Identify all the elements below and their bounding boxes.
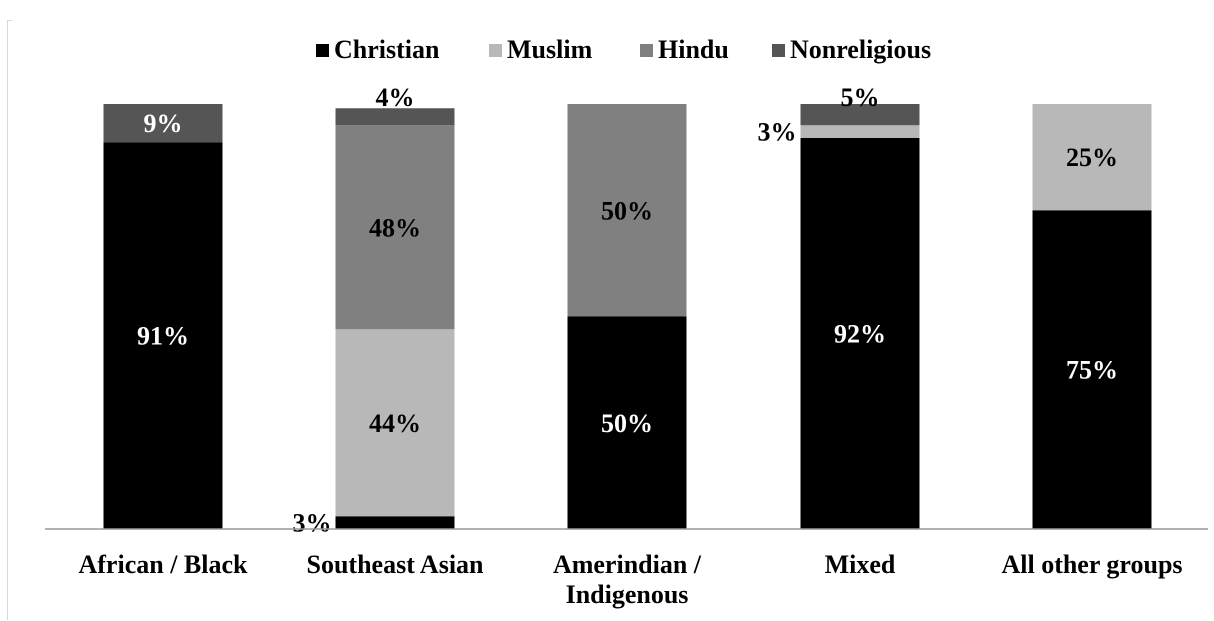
data-label: 4% xyxy=(376,83,415,112)
bar-segment-nonreligious xyxy=(103,104,223,143)
legend-swatch-muslim xyxy=(489,44,502,57)
data-label: 3% xyxy=(758,118,797,147)
bar-segment-christian xyxy=(800,138,920,529)
bar-segment-nonreligious xyxy=(800,104,920,126)
legend-label-nonreligious: Nonreligious xyxy=(790,35,931,64)
x-axis-labels: African / Black Southeast Asian Amerindian… xyxy=(79,550,1183,609)
data-label: 3% xyxy=(293,509,332,538)
frame-edge xyxy=(7,20,8,620)
x-tick-label: Indigenous xyxy=(566,580,689,609)
legend-swatch-christian xyxy=(316,44,329,57)
legend-label-muslim: Muslim xyxy=(507,35,593,64)
x-tick-label: Amerindian / xyxy=(553,550,702,579)
frame-corner xyxy=(7,20,12,21)
bar-segment-muslim xyxy=(800,125,920,138)
bar-segment-hindu xyxy=(567,104,687,317)
data-label: 50% xyxy=(601,409,653,438)
bar-segment-muslim xyxy=(335,329,455,517)
data-label: 44% xyxy=(369,409,421,438)
data-label: 91% xyxy=(137,322,189,351)
legend: Christian Muslim Hindu Nonreligious xyxy=(316,35,931,64)
x-tick-label: African / Black xyxy=(79,550,249,579)
data-label: 25% xyxy=(1066,143,1118,172)
data-label: 9% xyxy=(144,109,183,138)
bar-segment-christian xyxy=(335,516,455,529)
x-tick-label: All other groups xyxy=(1001,550,1182,579)
bar-segment-muslim xyxy=(1032,104,1152,211)
bar-segment-christian xyxy=(103,142,223,529)
plot-area: 91% 9% 3% 44% 48% 4% 50% 50% 92% 3% 5% 75% 25% xyxy=(103,83,1152,538)
bar-segment-christian xyxy=(1032,210,1152,529)
data-label: 92% xyxy=(834,320,886,349)
data-label: 5% xyxy=(841,83,880,112)
data-label: 75% xyxy=(1066,356,1118,385)
legend-label-hindu: Hindu xyxy=(658,35,729,64)
bar-segment-hindu xyxy=(335,125,455,330)
data-label: 50% xyxy=(601,196,653,225)
legend-label-christian: Christian xyxy=(334,35,440,64)
data-label: 48% xyxy=(369,213,421,242)
legend-swatch-nonreligious xyxy=(772,44,785,57)
x-tick-label: Mixed xyxy=(825,550,896,579)
legend-swatch-hindu xyxy=(640,44,653,57)
x-tick-label: Southeast Asian xyxy=(307,550,485,579)
bar-segment-nonreligious xyxy=(335,108,455,126)
bar-segment-christian xyxy=(567,316,687,529)
